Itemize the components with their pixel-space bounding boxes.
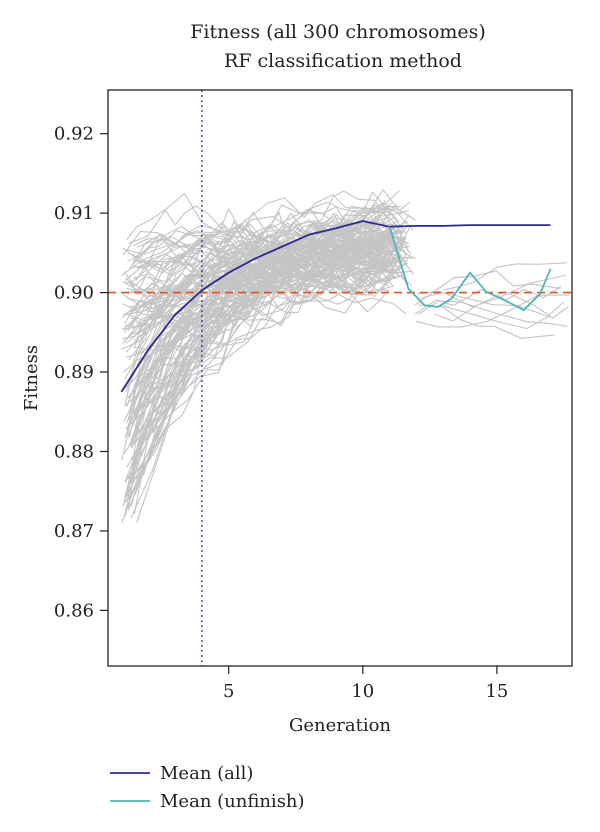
chromosome-line <box>130 225 388 519</box>
legend-label: Mean (unfinish) <box>160 791 305 812</box>
legend-label: Mean (all) <box>160 763 253 784</box>
chromosome-line <box>418 304 555 339</box>
y-tick-label: 0.92 <box>54 124 94 145</box>
chromosome-line <box>124 252 408 517</box>
y-axis-label: Fitness <box>21 345 42 411</box>
y-tick-label: 0.87 <box>54 521 94 542</box>
chart-title: Fitness (all 300 chromosomes) <box>190 21 486 43</box>
mean-series-lines <box>120 220 552 393</box>
chromosome-line <box>417 290 570 319</box>
y-tick-label: 0.90 <box>54 283 94 304</box>
individual-chromosome-lines <box>121 188 570 524</box>
chromosome-line <box>121 222 409 266</box>
chromosome-line <box>122 241 413 318</box>
reference-lines <box>108 90 572 666</box>
y-tick-label: 0.89 <box>54 362 94 383</box>
chromosome-line <box>414 270 561 306</box>
chromosome-line <box>132 212 396 280</box>
y-tick-label: 0.91 <box>54 203 94 224</box>
chromosome-line <box>124 245 392 298</box>
chromosome-line <box>122 230 378 288</box>
x-axis-label: Generation <box>289 715 391 736</box>
x-tick-label: 5 <box>223 681 234 702</box>
legend: Mean (all) Mean (unfinish) <box>110 763 305 812</box>
x-axis: 5 10 15 <box>223 666 508 702</box>
chromosome-line <box>126 192 403 259</box>
chromosome-line <box>129 216 406 315</box>
y-tick-label: 0.86 <box>54 600 94 621</box>
y-tick-label: 0.88 <box>54 441 94 462</box>
chromosome-line <box>443 262 568 291</box>
series-line-mean-all <box>120 220 551 393</box>
x-tick-label: 10 <box>351 681 374 702</box>
chromosome-line <box>126 238 403 468</box>
chromosome-line <box>442 301 564 330</box>
chromosome-line <box>130 234 396 448</box>
chromosome-line <box>434 291 552 322</box>
chromosome-line <box>134 256 411 442</box>
chromosome-line <box>121 204 396 461</box>
chromosome-line <box>122 231 376 344</box>
chromosome-line <box>127 245 392 391</box>
chromosome-line <box>418 300 568 327</box>
chart-subtitle: RF classification method <box>224 50 462 72</box>
y-axis: 0.86 0.87 0.88 0.89 0.90 0.91 0.92 <box>54 124 108 621</box>
chromosome-line <box>133 212 402 297</box>
chromosome-line <box>126 231 401 431</box>
series-line-mean-unfinish <box>388 226 552 312</box>
chromosome-line <box>128 236 407 439</box>
chromosome-line <box>127 285 390 480</box>
chromosome-line <box>122 225 397 506</box>
plot-frame <box>107 89 573 667</box>
x-tick-label: 15 <box>485 681 508 702</box>
chromosome-line <box>125 221 393 406</box>
